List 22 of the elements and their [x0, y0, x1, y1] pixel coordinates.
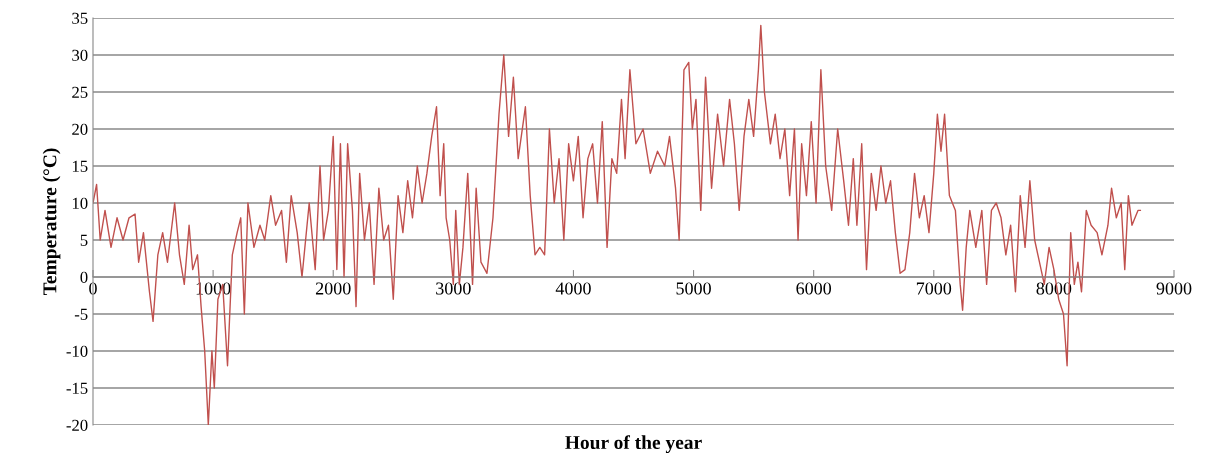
x-tick-label: 6000 [796, 282, 832, 295]
y-tick-label: 30 [72, 49, 88, 61]
y-tick-label: 5 [80, 234, 88, 246]
y-tick-label: 15 [72, 160, 88, 172]
y-tick-label: 35 [72, 12, 88, 24]
x-tick-label: 5000 [676, 282, 711, 295]
y-tick-label: 10 [72, 197, 88, 209]
y-tick-label: -20 [66, 419, 88, 431]
y-tick-label: 25 [72, 86, 88, 98]
x-tick-label: 0 [89, 282, 97, 295]
x-tick-label: 3000 [436, 282, 471, 295]
y-tick-label: -15 [66, 382, 88, 394]
y-axis-title: Temperature (°C) [42, 148, 61, 296]
x-tick-label: 7000 [916, 282, 952, 295]
y-tick-label: 20 [72, 123, 88, 135]
x-tick-label: 9000 [1156, 282, 1192, 295]
x-axis-title: Hour of the year [565, 435, 702, 454]
y-tick-label: 0 [80, 271, 88, 283]
x-tick-label: 2000 [315, 282, 351, 295]
y-tick-label: -5 [74, 308, 88, 320]
x-tick-label: 4000 [555, 282, 591, 295]
y-tick-label: -10 [66, 345, 88, 357]
